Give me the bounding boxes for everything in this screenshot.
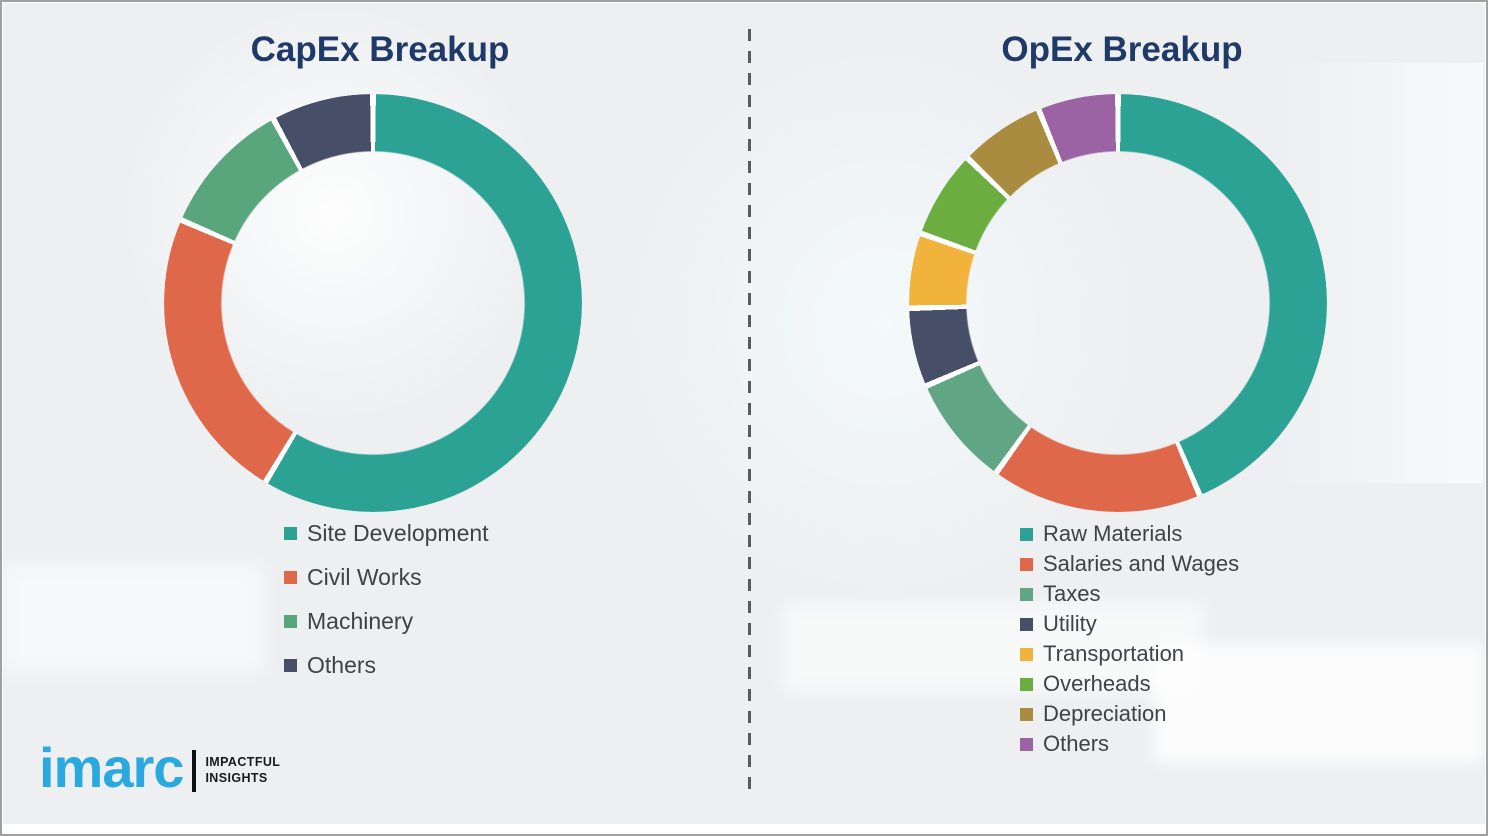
legend-label: Overheads [1043, 671, 1151, 696]
legend-swatch [1020, 527, 1033, 541]
legend-swatch [284, 658, 297, 672]
legend-item: Others [284, 643, 489, 687]
legend-label: Taxes [1043, 581, 1101, 606]
opex-legend: Raw Materials Salaries and Wages Taxes Util… [1020, 519, 1239, 759]
legend-swatch [1020, 617, 1033, 631]
imarc-tagline-line2: INSIGHTS [205, 771, 268, 785]
legend-label: Depreciation [1043, 701, 1167, 726]
legend-label: Site Development [307, 519, 489, 546]
legend-swatch [1020, 677, 1033, 691]
legend-swatch [1020, 647, 1033, 661]
legend-swatch [284, 570, 297, 584]
imarc-logo-divider-bar [192, 750, 197, 792]
legend-label: Machinery [307, 607, 414, 634]
imarc-logo-wordmark: imarc [39, 736, 184, 799]
legend-swatch [1020, 587, 1033, 601]
capex-legend: Site Development Civil Works Machinery Othe… [284, 511, 489, 687]
legend-item: Transportation [1020, 639, 1239, 669]
legend-swatch [284, 614, 297, 628]
legend-item: Utility [1020, 609, 1239, 639]
legend-label: Raw Materials [1043, 521, 1183, 546]
capex-title: CapEx Breakup [250, 30, 510, 69]
legend-swatch [1020, 707, 1033, 721]
legend-item: Raw Materials [1020, 519, 1239, 549]
legend-item: Depreciation [1020, 699, 1239, 729]
legend-label: Transportation [1043, 641, 1185, 666]
opex-title: OpEx Breakup [1001, 30, 1243, 69]
legend-item: Site Development [284, 511, 489, 555]
capex-donut-chart [164, 94, 582, 512]
legend-label: Others [1043, 731, 1110, 756]
legend-label: Others [307, 651, 377, 678]
legend-label: Civil Works [307, 563, 422, 590]
imarc-logo: imarc IMPACTFUL INSIGHTS [39, 740, 280, 796]
legend-item: Overheads [1020, 669, 1239, 699]
legend-label: Utility [1043, 611, 1097, 636]
dashed-divider [748, 29, 751, 793]
legend-item: Taxes [1020, 579, 1239, 609]
slide-background: CapEx Breakup Site Development Civil Work… [3, 3, 1485, 824]
imarc-tagline-line1: IMPACTFUL [205, 755, 281, 770]
legend-swatch [1020, 557, 1033, 571]
legend-item: Others [1020, 729, 1239, 759]
imarc-logo-tagline: IMPACTFUL INSIGHTS [205, 755, 280, 786]
background-texture [3, 563, 263, 673]
legend-item: Machinery [284, 599, 489, 643]
legend-swatch [1020, 737, 1033, 751]
legend-label: Salaries and Wages [1043, 551, 1240, 576]
legend-item: Salaries and Wages [1020, 549, 1239, 579]
legend-item: Civil Works [284, 555, 489, 599]
opex-donut-chart [909, 94, 1327, 512]
legend-swatch [284, 526, 297, 540]
